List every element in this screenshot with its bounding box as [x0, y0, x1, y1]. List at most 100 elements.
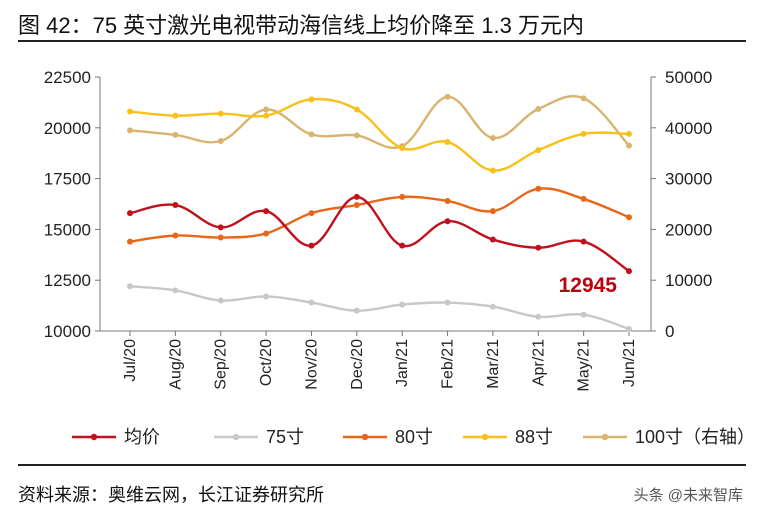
- legend-item: 100寸（右轴）: [583, 427, 755, 447]
- y-left-tick-label: 10000: [44, 322, 91, 341]
- x-tick-label: May/21: [576, 339, 593, 392]
- series-line: [129, 97, 630, 172]
- data-point: [308, 210, 315, 217]
- data-point: [263, 230, 270, 237]
- y-left-tick-label: 17500: [44, 170, 91, 189]
- data-point: [535, 147, 542, 154]
- series-line: [129, 95, 630, 149]
- data-point: [217, 138, 224, 145]
- data-point: [263, 106, 270, 113]
- data-point: [172, 202, 179, 209]
- data-point: [399, 145, 406, 152]
- legend-item: 均价: [72, 427, 160, 447]
- x-tick-label: Aug/20: [167, 339, 184, 390]
- y-left-tick-label: 12500: [44, 271, 91, 290]
- data-point: [626, 214, 632, 221]
- series-line: [129, 285, 630, 331]
- legend-label: 均价: [124, 427, 160, 447]
- x-tick-label: Nov/20: [303, 339, 320, 390]
- data-point: [127, 210, 133, 217]
- data-point: [353, 202, 360, 209]
- legend-item: 88寸: [463, 427, 553, 447]
- series-line: [129, 195, 630, 273]
- x-tick-label: Oct/20: [258, 339, 275, 386]
- data-point: [263, 208, 270, 215]
- data-point: [580, 311, 587, 318]
- legend-label: 80寸: [395, 427, 433, 447]
- data-point: [217, 234, 224, 241]
- y-right-tick-label: 0: [665, 322, 674, 341]
- data-point: [263, 293, 270, 300]
- data-point: [308, 131, 315, 138]
- chart-axes: 10000 12500 15000 17500 20000 22500 0 10000 2000…: [44, 68, 713, 391]
- legend-label: 100寸（右轴）: [635, 427, 755, 447]
- annotation-layer: 12945: [559, 274, 618, 297]
- data-point: [580, 95, 587, 102]
- data-point: [626, 325, 632, 332]
- legend-swatch-marker: [232, 433, 240, 441]
- data-point: [444, 93, 451, 100]
- data-point: [263, 112, 270, 119]
- legend-item: 75寸: [214, 427, 304, 447]
- data-point: [172, 112, 179, 119]
- series-4: [127, 93, 632, 150]
- title-divider: [18, 40, 746, 42]
- series-1: [127, 283, 632, 332]
- data-point: [399, 242, 406, 249]
- data-point: [172, 131, 179, 138]
- data-point: [217, 224, 224, 231]
- data-point: [580, 195, 587, 202]
- y-right-tick-label: 30000: [665, 170, 712, 189]
- data-point: [127, 127, 133, 134]
- data-point: [353, 193, 360, 200]
- data-point: [399, 193, 406, 200]
- data-point: [580, 238, 587, 245]
- data-point: [489, 236, 496, 243]
- data-point: [535, 106, 542, 113]
- data-point: [399, 301, 406, 308]
- data-point: [217, 297, 224, 304]
- data-point: [626, 268, 632, 275]
- data-point: [535, 313, 542, 320]
- legend-item: 80寸: [343, 427, 433, 447]
- x-tick-label: Apr/21: [530, 339, 547, 386]
- data-point: [127, 238, 133, 245]
- data-point: [535, 244, 542, 251]
- series-line: [129, 187, 630, 243]
- legend-swatch-marker: [481, 433, 489, 441]
- data-point: [127, 108, 133, 115]
- x-tick-label: Dec/20: [349, 339, 366, 390]
- data-point: [353, 307, 360, 314]
- data-point: [535, 185, 542, 192]
- data-label: 12945: [559, 274, 618, 297]
- legend: 均价 75寸 80寸 88寸 100寸（右轴）: [72, 427, 755, 447]
- series-0: [127, 193, 632, 275]
- legend-swatch-marker: [361, 433, 369, 441]
- x-tick-label: Jul/20: [122, 339, 139, 382]
- y-left-tick-label: 20000: [44, 119, 91, 138]
- data-point: [489, 208, 496, 215]
- y-right-tick-label: 20000: [665, 220, 712, 239]
- data-point: [217, 110, 224, 117]
- series-layer: [127, 93, 632, 332]
- series-2: [127, 185, 632, 245]
- footer-divider: [18, 464, 746, 466]
- data-point: [444, 197, 451, 204]
- legend-swatch-marker: [90, 433, 98, 441]
- data-point: [308, 96, 315, 103]
- watermark: 头条 @未来智库: [633, 487, 743, 504]
- legend-swatch-marker: [601, 433, 609, 441]
- x-tick-label: Feb/21: [440, 339, 457, 389]
- data-point: [489, 167, 496, 174]
- x-tick-label: Jun/21: [621, 339, 638, 387]
- data-point: [308, 299, 315, 306]
- legend-label: 88寸: [515, 427, 553, 447]
- data-point: [308, 242, 315, 249]
- x-tick-label: Sep/20: [213, 339, 230, 390]
- data-point: [444, 299, 451, 306]
- data-point: [353, 106, 360, 113]
- series-3: [127, 96, 632, 174]
- data-point: [127, 283, 133, 290]
- data-point: [172, 287, 179, 294]
